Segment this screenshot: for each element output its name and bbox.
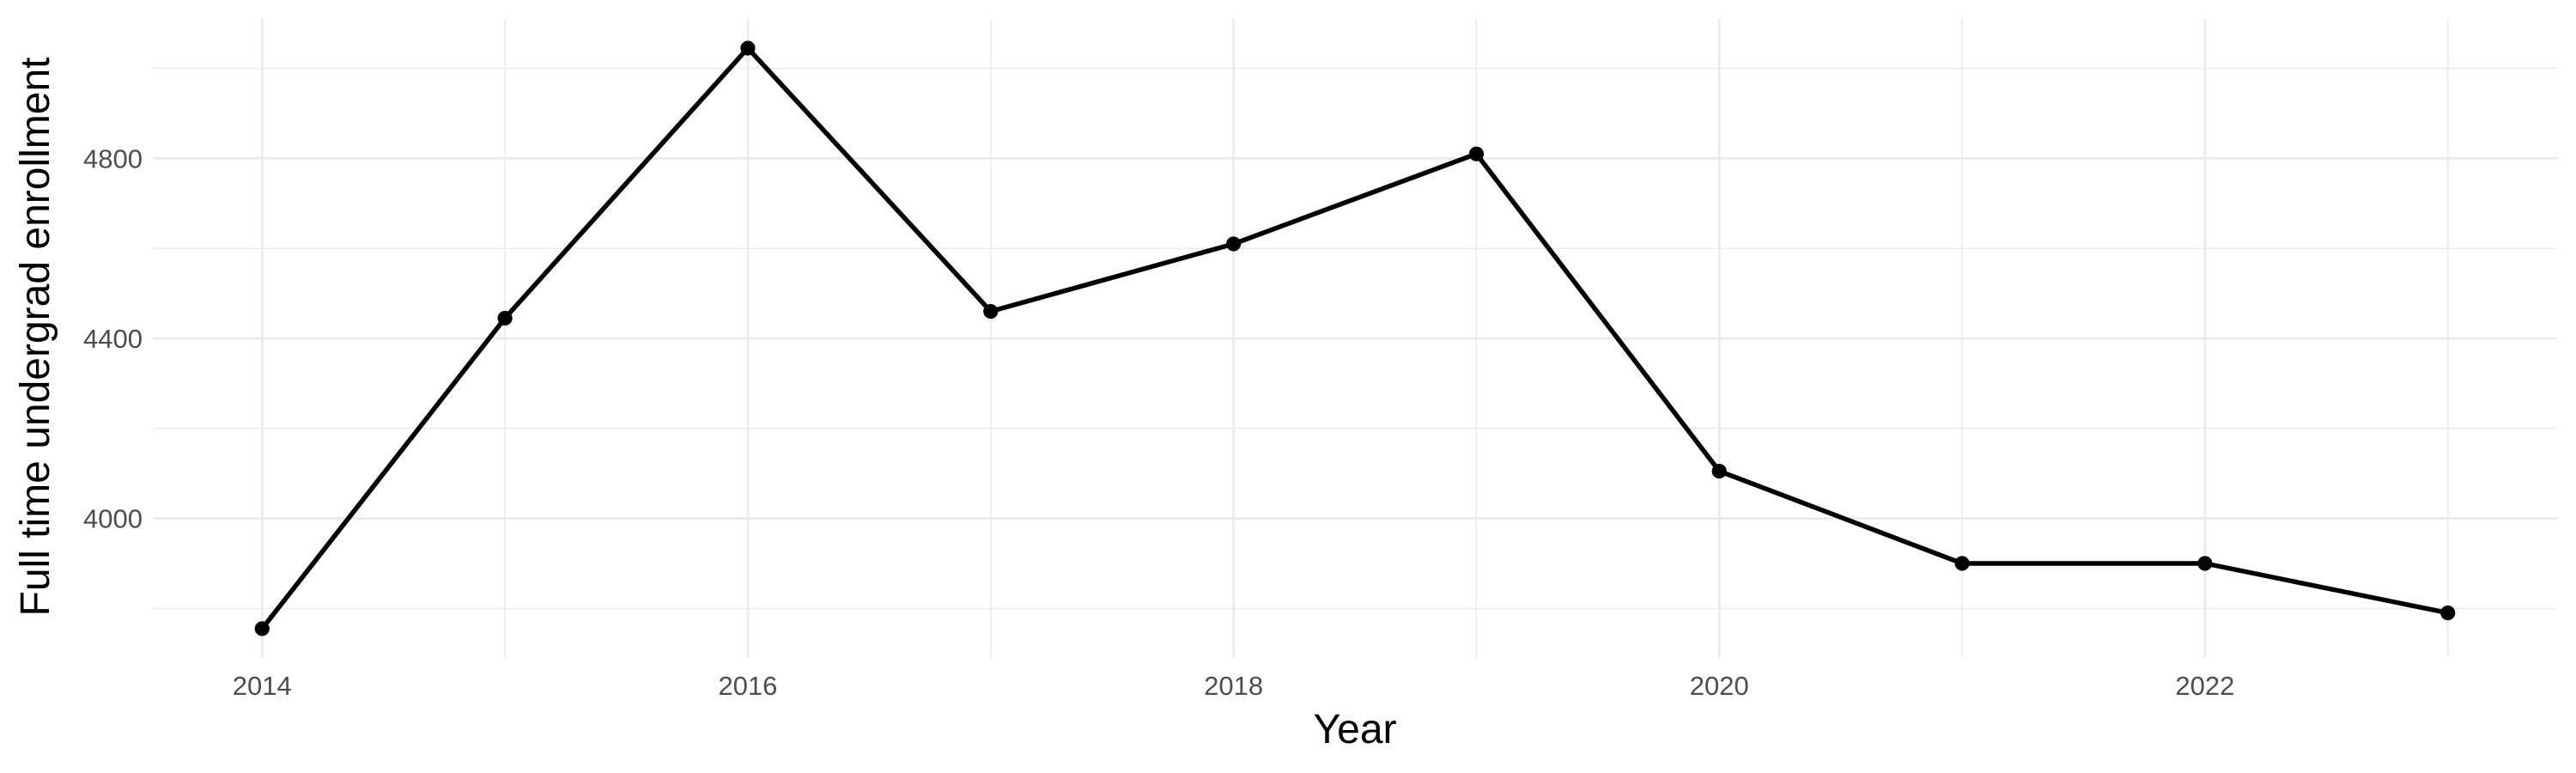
data-point	[1711, 463, 1727, 479]
data-point	[2440, 606, 2456, 621]
y-tick-label: 4400	[83, 324, 143, 354]
data-point	[740, 40, 756, 56]
x-tick-label: 2016	[718, 671, 777, 701]
x-tick-label: 2020	[1690, 671, 1749, 701]
data-point	[497, 310, 513, 326]
x-tick-label: 2018	[1204, 671, 1263, 701]
data-point	[1954, 556, 1970, 571]
x-tick-label: 2014	[233, 671, 292, 701]
data-point	[1225, 236, 1242, 252]
data-point	[254, 621, 270, 636]
y-axis-title: Full time undergrad enrollment	[13, 57, 58, 617]
data-point	[1468, 146, 1485, 161]
data-point	[2197, 556, 2213, 571]
y-tick-label: 4800	[83, 143, 143, 173]
y-tick-label: 4000	[83, 504, 143, 534]
x-axis-title: Year	[1313, 707, 1397, 752]
data-point	[983, 303, 999, 320]
x-tick-label: 2022	[2175, 671, 2234, 701]
series-line	[260, 44, 2449, 630]
